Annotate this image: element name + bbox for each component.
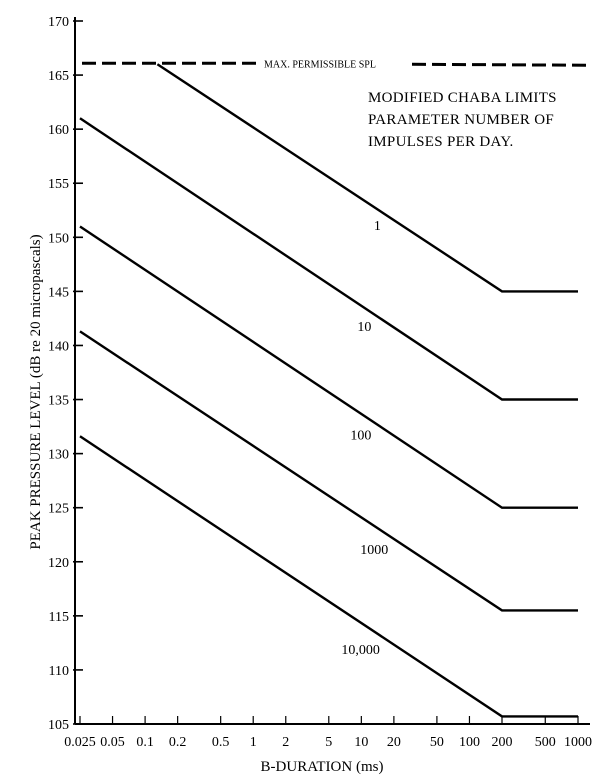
x-tick-label: 0.5 (212, 735, 230, 750)
x-tick-label: 0.05 (100, 735, 125, 750)
series-line (79, 117, 578, 401)
curve-label: 100 (350, 428, 371, 443)
x-tick-label: 1000 (564, 735, 592, 750)
y-tick-label: 120 (48, 556, 69, 571)
x-tick-label: 500 (535, 735, 556, 750)
x-tick-label: 2 (282, 735, 289, 750)
x-tick-label: 10 (354, 735, 368, 750)
series-line (79, 435, 578, 718)
annotation-line-2: PARAMETER NUMBER OF (368, 112, 554, 128)
curve-label: 10 (357, 320, 371, 335)
x-axis-title: B-DURATION (ms) (261, 759, 384, 775)
y-tick-label: 160 (48, 123, 69, 138)
axes: 1051101151201251301351401451501551601651… (48, 15, 592, 750)
annotation-line-3: IMPULSES PER DAY. (368, 134, 514, 150)
y-axis-title: PEAK PRESSURE LEVEL (dB re 20 micropasca… (28, 234, 44, 549)
series-group: MAX. PERMISSIBLE SPL 1 10 100 1000 10,000 (79, 59, 589, 718)
x-tick-label: 100 (459, 735, 480, 750)
y-tick-label: 155 (48, 177, 69, 192)
x-tick-label: 200 (492, 735, 513, 750)
max-spl-line (411, 62, 589, 67)
y-tick-label: 165 (48, 69, 69, 84)
x-tick-label: 0.025 (64, 735, 96, 750)
y-tick-label: 170 (48, 15, 69, 30)
x-tick-label: 1 (250, 735, 257, 750)
y-tick-label: 110 (49, 664, 69, 679)
y-tick-label: 150 (48, 231, 69, 246)
curve-label: 1 (374, 219, 381, 234)
series-line (79, 225, 578, 509)
y-tick-label: 115 (49, 610, 69, 625)
x-tick-label: 0.2 (169, 735, 187, 750)
series-line (156, 63, 578, 293)
curve-label: 1000 (360, 543, 388, 558)
x-tick-label: 0.1 (136, 735, 154, 750)
y-tick-label: 140 (48, 339, 69, 354)
x-tick-label: 5 (325, 735, 332, 750)
series-line (79, 330, 578, 612)
max-spl-label: MAX. PERMISSIBLE SPL (264, 59, 376, 70)
x-tick-label: 20 (387, 735, 401, 750)
y-tick-label: 145 (48, 285, 69, 300)
y-tick-label: 125 (48, 502, 69, 517)
y-tick-label: 105 (48, 718, 69, 733)
curve-label: 10,000 (341, 643, 380, 658)
y-tick-label: 130 (48, 448, 69, 463)
x-tick-label: 50 (430, 735, 444, 750)
y-tick-label: 135 (48, 394, 69, 409)
annotation-line-1: MODIFIED CHABA LIMITS (368, 90, 557, 106)
